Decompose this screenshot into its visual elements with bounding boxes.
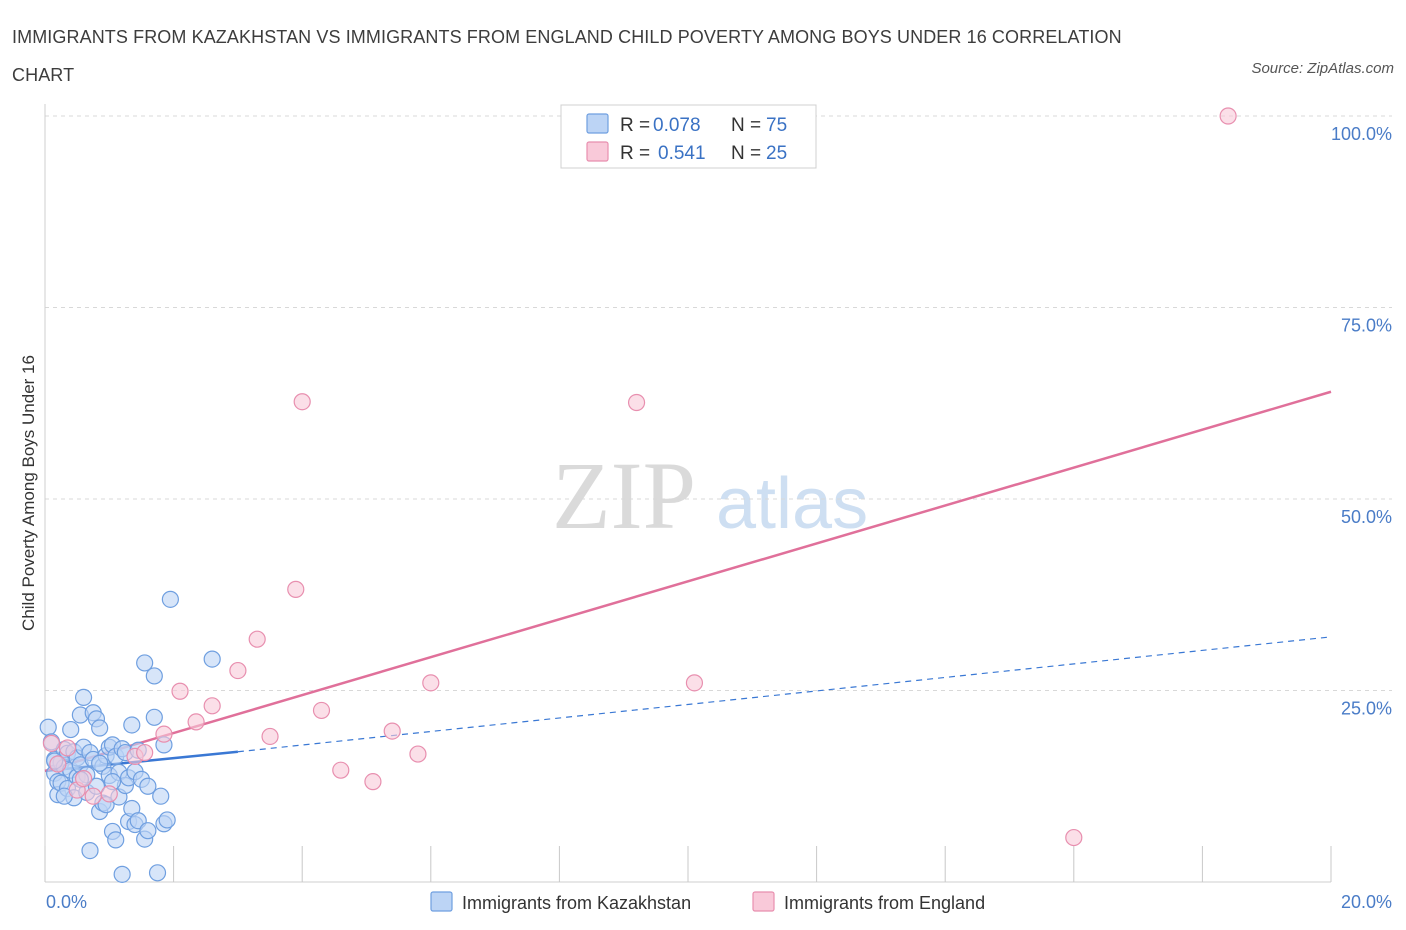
legend-n-label-2: N = <box>731 143 761 164</box>
england-point <box>1219 107 1237 125</box>
legend-r-label-1: R = <box>620 115 650 136</box>
data-points <box>39 107 1237 883</box>
england-point <box>155 725 173 743</box>
england-point <box>248 630 266 648</box>
kazakhstan-point <box>123 716 141 734</box>
x-tick-label-min: 0.0% <box>46 892 87 912</box>
y-tick-label: 75.0% <box>1341 316 1392 336</box>
england-point <box>84 787 102 805</box>
y-tick-label: 100.0% <box>1331 124 1392 144</box>
kazakhstan-point <box>39 718 57 736</box>
england-point <box>42 734 61 752</box>
england-point <box>74 769 93 788</box>
series-swatch-england <box>752 891 775 912</box>
kazakhstan-point <box>161 590 179 608</box>
england-point <box>136 743 154 762</box>
england-point <box>171 682 189 700</box>
kazakhstan-point <box>145 708 163 726</box>
kazakhstan-point <box>91 719 109 737</box>
england-point <box>332 761 350 779</box>
england-point <box>187 713 205 731</box>
kazakhstan-point <box>148 864 167 882</box>
england-point <box>312 701 331 720</box>
correlation-legend: R = 0.078 N = 75 R = 0.541 N = 25 <box>560 104 817 169</box>
gridlines <box>45 115 1392 691</box>
y-tick-label: 50.0% <box>1341 507 1392 527</box>
series-label-kazakhstan: Immigrants from Kazakhstan <box>462 893 691 913</box>
watermark-atlas: atlas <box>716 464 868 544</box>
kazakhstan-point <box>139 777 157 795</box>
england-point <box>409 745 427 763</box>
legend-r-value-2: 0.541 <box>658 143 706 164</box>
england-point <box>627 393 646 412</box>
kazakhstan-point <box>81 841 99 860</box>
y-tick-label: 25.0% <box>1341 699 1392 719</box>
legend-n-value-1: 75 <box>766 115 787 136</box>
england-point <box>293 393 311 411</box>
series-label-england: Immigrants from England <box>784 893 985 913</box>
england-point <box>685 674 704 692</box>
axes <box>44 104 1332 883</box>
y-axis-label: Child Poverty Among Boys Under 16 <box>19 355 38 631</box>
legend-r-value-1: 0.078 <box>653 115 701 136</box>
kazakhstan-point <box>74 688 93 706</box>
kazakhstan-point <box>139 822 157 840</box>
legend-swatch-england <box>586 141 609 162</box>
kazakhstan-point <box>136 654 154 672</box>
kazakhstan-point <box>91 754 109 772</box>
kazakhstan-point <box>203 650 221 668</box>
legend-n-label-1: N = <box>731 115 761 136</box>
england-point <box>100 785 118 803</box>
england-point <box>261 727 279 746</box>
kazakhstan-point <box>62 720 80 739</box>
tick-labels: 25.0% 50.0% 75.0% 100.0% 0.0% 20.0% <box>46 124 1392 912</box>
england-point <box>49 755 67 773</box>
kazakhstan-point <box>107 831 125 849</box>
england-point <box>383 722 401 740</box>
england-point <box>229 661 247 680</box>
england-point <box>1065 828 1083 847</box>
source-label: Source: ZipAtlas.com <box>1251 60 1394 77</box>
england-point <box>287 580 305 598</box>
legend-r-label-2: R = <box>620 143 650 164</box>
england-point <box>422 674 440 692</box>
series-swatch-kazakhstan <box>430 891 453 912</box>
england-trend-line <box>44 390 1332 773</box>
legend-swatch-kazakhstan <box>586 113 609 134</box>
england-point <box>203 697 221 715</box>
england-point <box>58 739 77 757</box>
x-tick-label-max: 20.0% <box>1341 892 1392 912</box>
kazakhstan-trend-dashed <box>237 636 1332 753</box>
england-point <box>364 773 382 791</box>
kazakhstan-point <box>152 787 170 805</box>
chart-title: IMMIGRANTS FROM KAZAKHSTAN VS IMMIGRANTS… <box>12 27 1122 85</box>
legend-n-value-2: 25 <box>766 143 787 164</box>
kazakhstan-point <box>158 811 176 829</box>
watermark-zip: ZIP <box>552 442 696 549</box>
kazakhstan-point <box>113 865 131 883</box>
series-legend: Immigrants from Kazakhstan Immigrants fr… <box>430 891 985 913</box>
kazakhstan-point <box>145 667 163 685</box>
